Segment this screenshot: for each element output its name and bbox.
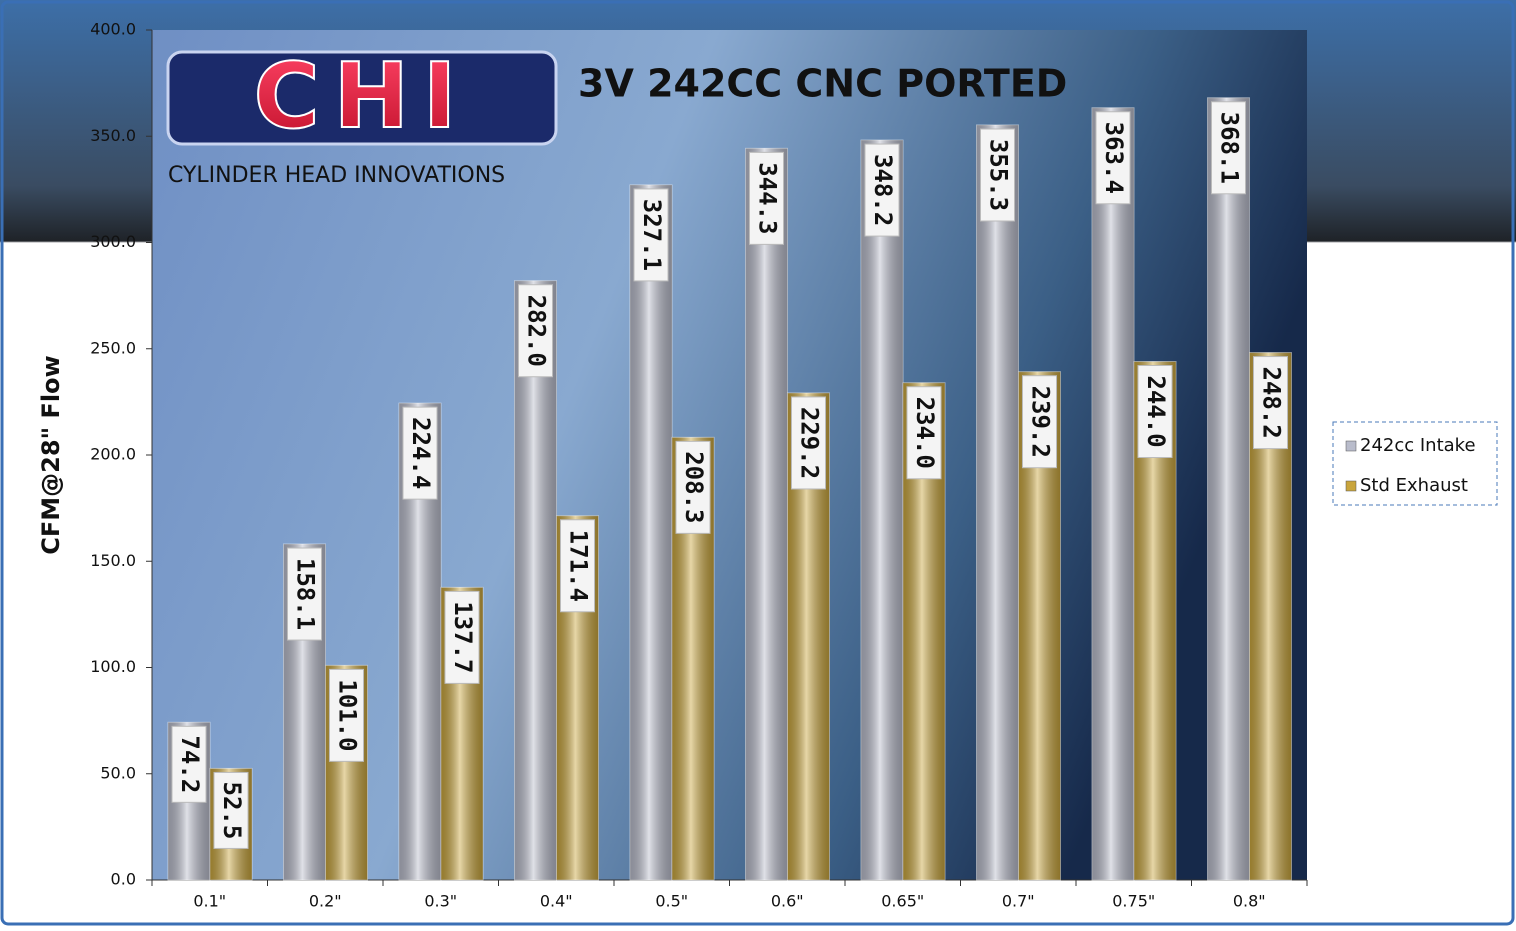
value-label: 158.1 (292, 558, 320, 630)
y-tick-label: 100.0 (90, 657, 136, 676)
y-tick-label: 150.0 (90, 551, 136, 570)
value-label: 282.0 (523, 295, 551, 367)
value-label: 224.4 (407, 417, 435, 489)
value-label: 348.2 (869, 154, 897, 226)
x-tick-label: 0.1" (193, 892, 226, 911)
value-label: 208.3 (680, 451, 708, 523)
y-tick-label: 50.0 (100, 763, 136, 782)
logo-text: CHI (254, 44, 471, 149)
y-tick-label: 250.0 (90, 338, 136, 357)
x-tick-label: 0.65" (881, 892, 924, 911)
value-label-box (1211, 101, 1246, 195)
logo-frame (166, 50, 558, 146)
value-label: 239.2 (1027, 386, 1055, 458)
y-tick-label: 350.0 (90, 126, 136, 145)
value-label: 355.3 (985, 139, 1013, 211)
value-label-box (329, 668, 364, 762)
chart-title: 3V 242CC CNC PORTED (578, 62, 1067, 106)
chart-subtitle: CYLINDER HEAD INNOVATIONS (168, 163, 505, 188)
value-label-box (1253, 356, 1288, 450)
value-label-box (213, 771, 249, 849)
x-tick-label: 0.5" (655, 892, 688, 911)
y-tick-label: 200.0 (90, 445, 136, 464)
value-label: 52.5 (218, 782, 246, 840)
y-tick-label: 400.0 (90, 20, 136, 39)
legend-swatch (1345, 480, 1357, 492)
bar (629, 184, 673, 881)
value-label-box (864, 143, 900, 237)
value-label-box (171, 725, 207, 803)
value-label-box (444, 590, 480, 684)
x-tick-label: 0.8" (1233, 892, 1266, 911)
value-label-box (906, 386, 942, 480)
value-label-box (1095, 111, 1131, 205)
bar (1207, 97, 1250, 881)
value-label: 248.2 (1258, 366, 1286, 438)
x-tick-label: 0.7" (1002, 892, 1035, 911)
value-label: 363.4 (1100, 122, 1128, 194)
value-label: 74.2 (176, 735, 204, 793)
x-tick-label: 0.3" (424, 892, 457, 911)
value-label: 327.1 (638, 199, 666, 271)
bar (976, 124, 1019, 881)
value-label: 137.7 (449, 601, 477, 673)
x-tick-label: 0.6" (771, 892, 804, 911)
legend-label: 242cc Intake (1360, 435, 1476, 456)
value-label: 171.4 (565, 530, 593, 602)
value-label-box (1137, 365, 1173, 458)
y-tick-label: 300.0 (90, 232, 136, 251)
y-axis-label: CFM@28" Flow (37, 355, 65, 554)
y-tick-label: 0.0 (111, 870, 136, 889)
value-label: 229.2 (796, 407, 824, 479)
x-tick-label: 0.4" (540, 892, 573, 911)
bar (860, 139, 904, 881)
value-label: 234.0 (911, 397, 939, 469)
value-label-box (560, 519, 595, 613)
value-label-box (980, 128, 1015, 222)
value-label-box (749, 151, 784, 245)
legend-label: Std Exhaust (1360, 475, 1468, 496)
value-label-box (1022, 375, 1057, 469)
x-tick-label: 0.2" (309, 892, 342, 911)
value-label: 244.0 (1142, 375, 1170, 447)
value-label: 101.0 (334, 679, 362, 751)
value-label-box (402, 406, 438, 500)
bar (745, 147, 788, 881)
value-label-box (633, 188, 669, 282)
value-label: 368.1 (1216, 112, 1244, 184)
bar (1091, 107, 1135, 881)
value-label-box (791, 396, 826, 490)
legend (1332, 421, 1498, 506)
value-label-box (518, 284, 553, 378)
logo-box: CHI (166, 43, 558, 150)
legend-swatch (1345, 440, 1357, 452)
value-label: 344.3 (754, 162, 782, 234)
x-tick-label: 0.75" (1112, 892, 1155, 911)
value-label-box (287, 547, 322, 641)
value-label-box (675, 440, 711, 534)
